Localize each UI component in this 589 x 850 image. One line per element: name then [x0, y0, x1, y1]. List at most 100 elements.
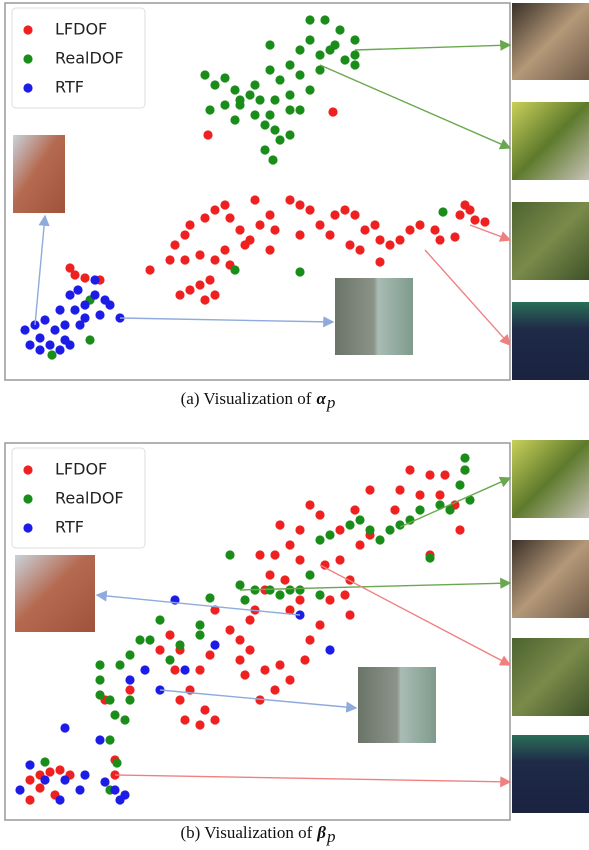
figure: LFDOFRealDOFRTF(a) Visualization ofαpLFD… [0, 0, 589, 850]
point [315, 50, 324, 59]
point [170, 665, 179, 674]
point [125, 650, 134, 659]
point [200, 705, 209, 714]
point [60, 320, 69, 329]
caption: (b) Visualization of [180, 823, 312, 842]
point [250, 80, 259, 89]
point [415, 505, 424, 514]
point [210, 640, 219, 649]
point [230, 85, 239, 94]
point [210, 205, 219, 214]
point [265, 110, 274, 119]
point [120, 790, 129, 799]
point [25, 760, 34, 769]
point [20, 325, 29, 334]
point [315, 590, 324, 599]
point [455, 210, 464, 219]
point [305, 570, 314, 579]
point [270, 225, 279, 234]
point [350, 50, 359, 59]
point [210, 290, 219, 299]
point [185, 220, 194, 229]
point [275, 660, 284, 669]
point [285, 585, 294, 594]
caption-symbol: β [316, 823, 326, 842]
point [350, 35, 359, 44]
point [170, 240, 179, 249]
point [460, 453, 469, 462]
point [340, 55, 349, 64]
point [285, 90, 294, 99]
point [125, 675, 134, 684]
point [325, 645, 334, 654]
point [165, 655, 174, 664]
point [455, 480, 464, 489]
point [105, 735, 114, 744]
point [350, 60, 359, 69]
point [225, 625, 234, 634]
point [435, 235, 444, 244]
point [40, 757, 49, 766]
point [245, 615, 254, 624]
point [270, 95, 279, 104]
point [305, 15, 314, 24]
point [100, 777, 109, 786]
point [220, 245, 229, 254]
legend-label: RealDOF [55, 49, 124, 68]
legend: LFDOFRealDOFRTF [12, 8, 145, 108]
point [295, 230, 304, 239]
point [200, 70, 209, 79]
point [305, 635, 314, 644]
point [255, 220, 264, 229]
point [195, 280, 204, 289]
point [335, 25, 344, 34]
point [180, 665, 189, 674]
point [275, 135, 284, 144]
point [340, 590, 349, 599]
point [235, 225, 244, 234]
point [255, 550, 264, 559]
point [305, 500, 314, 509]
point [390, 505, 399, 514]
legend: LFDOFRealDOFRTF [12, 448, 145, 548]
point [203, 130, 212, 139]
point [220, 73, 229, 82]
point [295, 267, 304, 276]
point [265, 210, 274, 219]
point [438, 207, 447, 216]
point [285, 540, 294, 549]
point [195, 620, 204, 629]
point [200, 295, 209, 304]
point [285, 130, 294, 139]
point [315, 620, 324, 629]
point [315, 535, 324, 544]
point [235, 95, 244, 104]
point [295, 525, 304, 534]
point [255, 95, 264, 104]
point [110, 710, 119, 719]
point [180, 715, 189, 724]
legend-label: RTF [55, 518, 84, 537]
point [355, 515, 364, 524]
point [275, 75, 284, 84]
point [80, 300, 89, 309]
point [235, 580, 244, 589]
point [35, 783, 44, 792]
point [285, 105, 294, 114]
point [365, 525, 374, 534]
point [385, 525, 394, 534]
point [180, 255, 189, 264]
point [405, 465, 414, 474]
point [125, 685, 134, 694]
point [235, 635, 244, 644]
point [55, 305, 64, 314]
caption-subscript: p [326, 827, 336, 846]
point [260, 145, 269, 154]
point [345, 240, 354, 249]
point [270, 685, 279, 694]
point [405, 225, 414, 234]
point [260, 120, 269, 129]
point [285, 60, 294, 69]
point [110, 785, 119, 794]
point [60, 723, 69, 732]
